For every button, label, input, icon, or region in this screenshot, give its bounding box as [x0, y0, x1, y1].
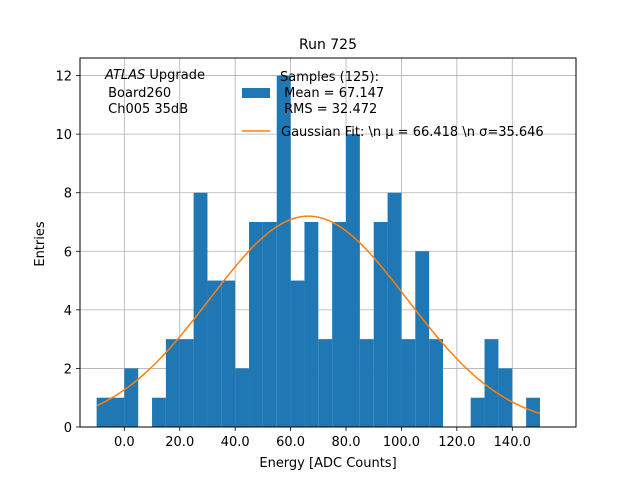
plot-frame — [79, 57, 577, 428]
x-tick-label: 20.0 — [165, 435, 194, 450]
y-tick-label: 4 — [64, 304, 72, 319]
legend: Samples (125): Mean = 67.147 RMS = 32.47… — [242, 70, 544, 140]
legend-histogram-line: Samples (125): — [280, 70, 379, 85]
histogram-bar — [110, 397, 125, 427]
legend-label-fit: Gaussian Fit: \n μ = 66.418 \n σ=35.646 — [281, 125, 544, 140]
histogram-bar — [304, 222, 319, 427]
y-tick-label: 10 — [55, 128, 72, 143]
x-tick-label: 140.0 — [494, 435, 531, 450]
histogram-bar — [249, 222, 263, 427]
histogram-bar — [470, 397, 485, 427]
annotation-line-3: Ch005 35dB — [104, 102, 188, 117]
x-tick-label: 120.0 — [438, 435, 475, 450]
histogram-bars — [96, 75, 540, 428]
x-tick-label: 0.0 — [114, 435, 135, 450]
histogram-bar — [359, 339, 374, 427]
histogram-bar — [276, 75, 291, 428]
histogram-bar — [526, 397, 540, 427]
y-axis-label: Entries — [33, 221, 48, 267]
histogram-bar — [401, 339, 416, 427]
x-tick-label: 100.0 — [383, 435, 420, 450]
annotation-line-1: ATLAS Upgrade — [104, 68, 205, 83]
histogram-bar — [235, 368, 250, 427]
legend-label-histogram: Samples (125): Mean = 67.147 RMS = 32.47… — [280, 70, 384, 117]
annotation-line-2: Board260 — [104, 86, 171, 101]
x-tick-label: 60.0 — [276, 435, 305, 450]
histogram-bar — [415, 251, 430, 427]
y-axis-ticks: 0 2 4 6 8 10 12 — [55, 70, 80, 436]
histogram-bar — [290, 280, 305, 427]
histogram-bar — [96, 397, 111, 427]
x-tick-label: 40.0 — [221, 435, 250, 450]
x-axis-ticks: 0.0 20.0 40.0 60.0 80.0 100.0 120.0 140.0 — [114, 427, 531, 450]
histogram-bar — [152, 397, 166, 427]
histogram-bar — [165, 339, 180, 427]
annotation-upgrade: Upgrade — [145, 68, 205, 83]
y-tick-label: 0 — [64, 421, 72, 436]
x-tick-label: 80.0 — [332, 435, 361, 450]
legend-histogram-line: RMS = 32.472 — [280, 102, 377, 117]
histogram-bar — [387, 192, 402, 427]
histogram-bar — [373, 222, 388, 427]
y-tick-label: 8 — [64, 187, 72, 202]
histogram-bar — [124, 368, 139, 427]
gaussian-fit-line — [96, 215, 541, 415]
x-axis-label: Energy [ADC Counts] — [259, 456, 396, 471]
chart-title: Run 725 — [299, 37, 357, 53]
legend-histogram-line: Mean = 67.147 — [280, 86, 384, 101]
y-tick-label: 2 — [64, 362, 72, 377]
experiment-annotation: ATLAS Upgrade Board260 Ch005 35dB — [104, 68, 205, 117]
annotation-atlas: ATLAS — [104, 68, 145, 83]
legend-swatch-histogram — [242, 88, 270, 98]
y-tick-label: 12 — [55, 70, 72, 85]
histogram-bar — [332, 222, 347, 427]
histogram-bar — [262, 222, 277, 427]
y-tick-label: 6 — [64, 245, 72, 260]
histogram-bar — [179, 339, 194, 427]
histogram-bar — [484, 339, 499, 427]
histogram-bar — [318, 339, 333, 427]
histogram-bar — [346, 134, 360, 427]
histogram-bar — [221, 280, 236, 427]
histogram-bar — [429, 339, 443, 427]
histogram-bar — [207, 280, 222, 427]
